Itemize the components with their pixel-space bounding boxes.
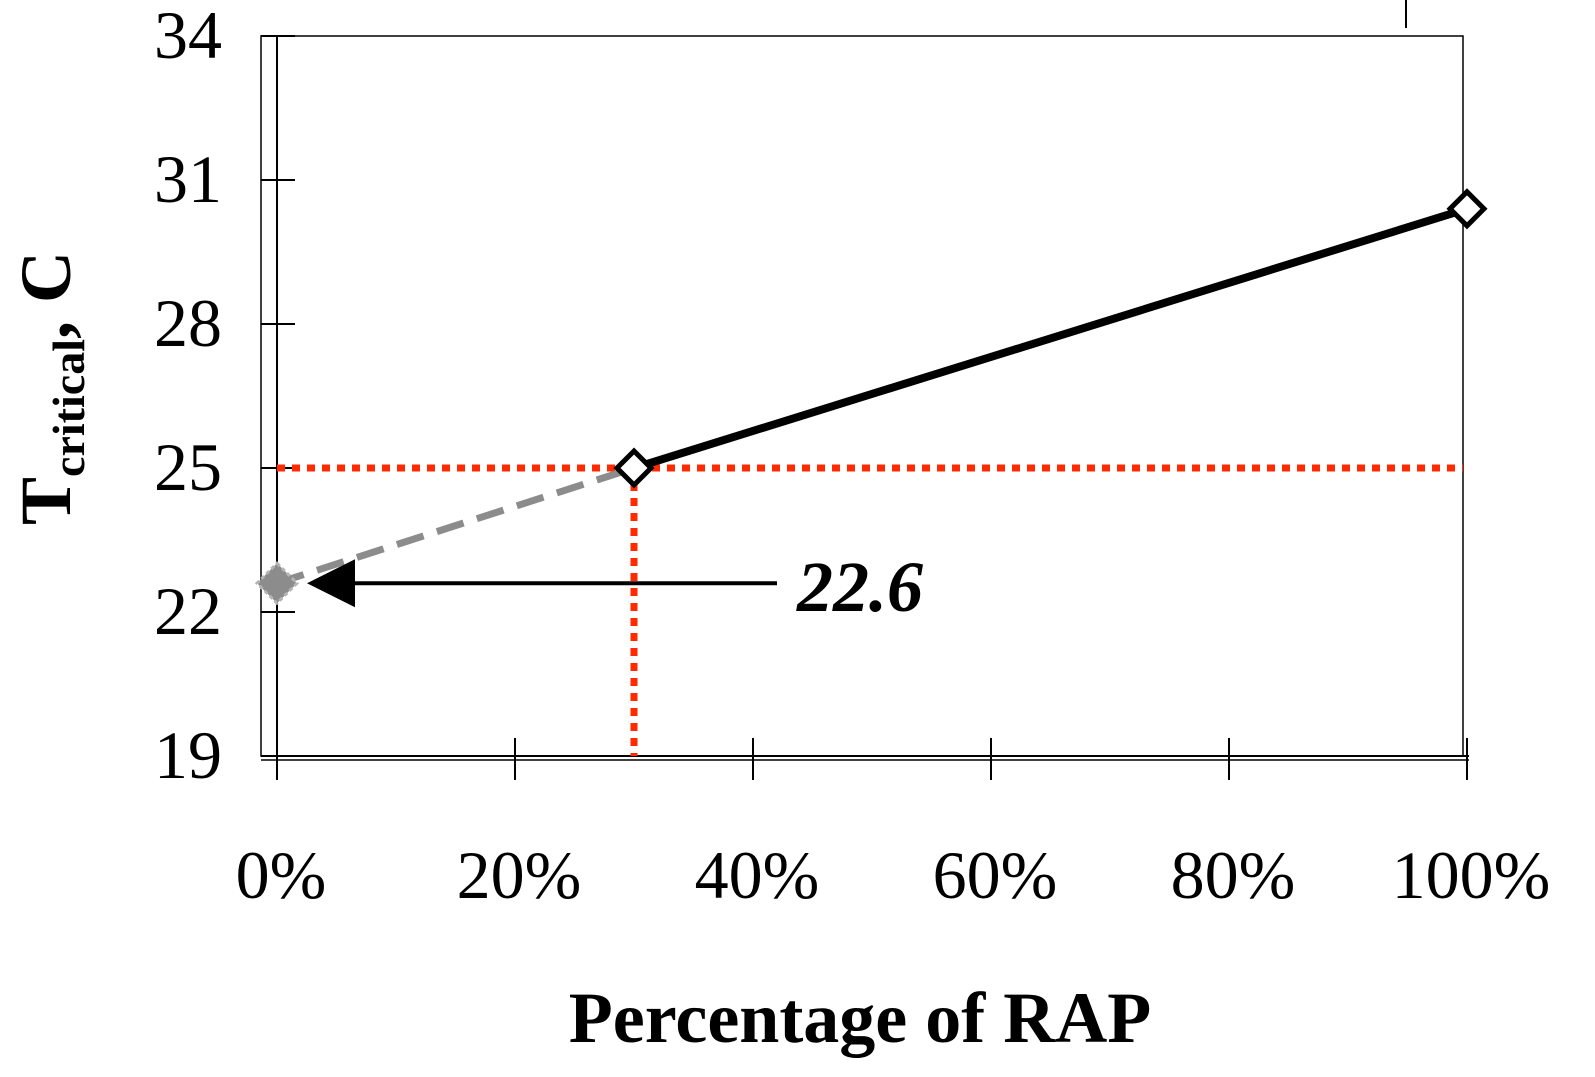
y-axis-ticks: 19 22 25 28 31 34 [154, 0, 295, 793]
data-point-marker [1446, 188, 1488, 230]
series-layer [254, 188, 1488, 606]
y-axis-title-subscript: critical [43, 339, 94, 477]
annotation-label: 22.6 [796, 547, 923, 627]
data-point-marker [613, 447, 655, 489]
reference-lines [277, 464, 1463, 756]
y-tick-label: 31 [154, 141, 222, 217]
x-tick-label: 0% [236, 837, 327, 913]
data-point-marker-extrapolated [254, 561, 300, 606]
x-tick-label: 20% [457, 837, 582, 913]
y-tick-label: 28 [154, 285, 222, 361]
x-tick-label: 40% [695, 837, 820, 913]
x-axis-title: Percentage of RAP [569, 978, 1151, 1058]
annotation-arrow-head [307, 559, 355, 608]
x-tick-label: 80% [1171, 837, 1296, 913]
x-tick-label: 100% [1392, 837, 1551, 913]
series-line-measured [632, 204, 1469, 472]
y-tick-label: 22 [154, 573, 222, 649]
annotation: 22.6 [307, 547, 923, 627]
y-axis-title-main: T [6, 477, 86, 525]
x-axis-ticks: 0% 20% 40% 60% 80% 100% [236, 738, 1551, 913]
y-tick-label: 25 [154, 429, 222, 505]
y-axis-title: Tcritical, C [6, 251, 94, 525]
series-line-extrapolated [275, 464, 636, 587]
x-tick-label: 60% [933, 837, 1058, 913]
y-tick-label: 34 [154, 0, 222, 73]
y-tick-label: 19 [154, 717, 222, 793]
y-axis-title-suffix: , C [6, 251, 86, 339]
plot-area [260, 0, 1469, 761]
